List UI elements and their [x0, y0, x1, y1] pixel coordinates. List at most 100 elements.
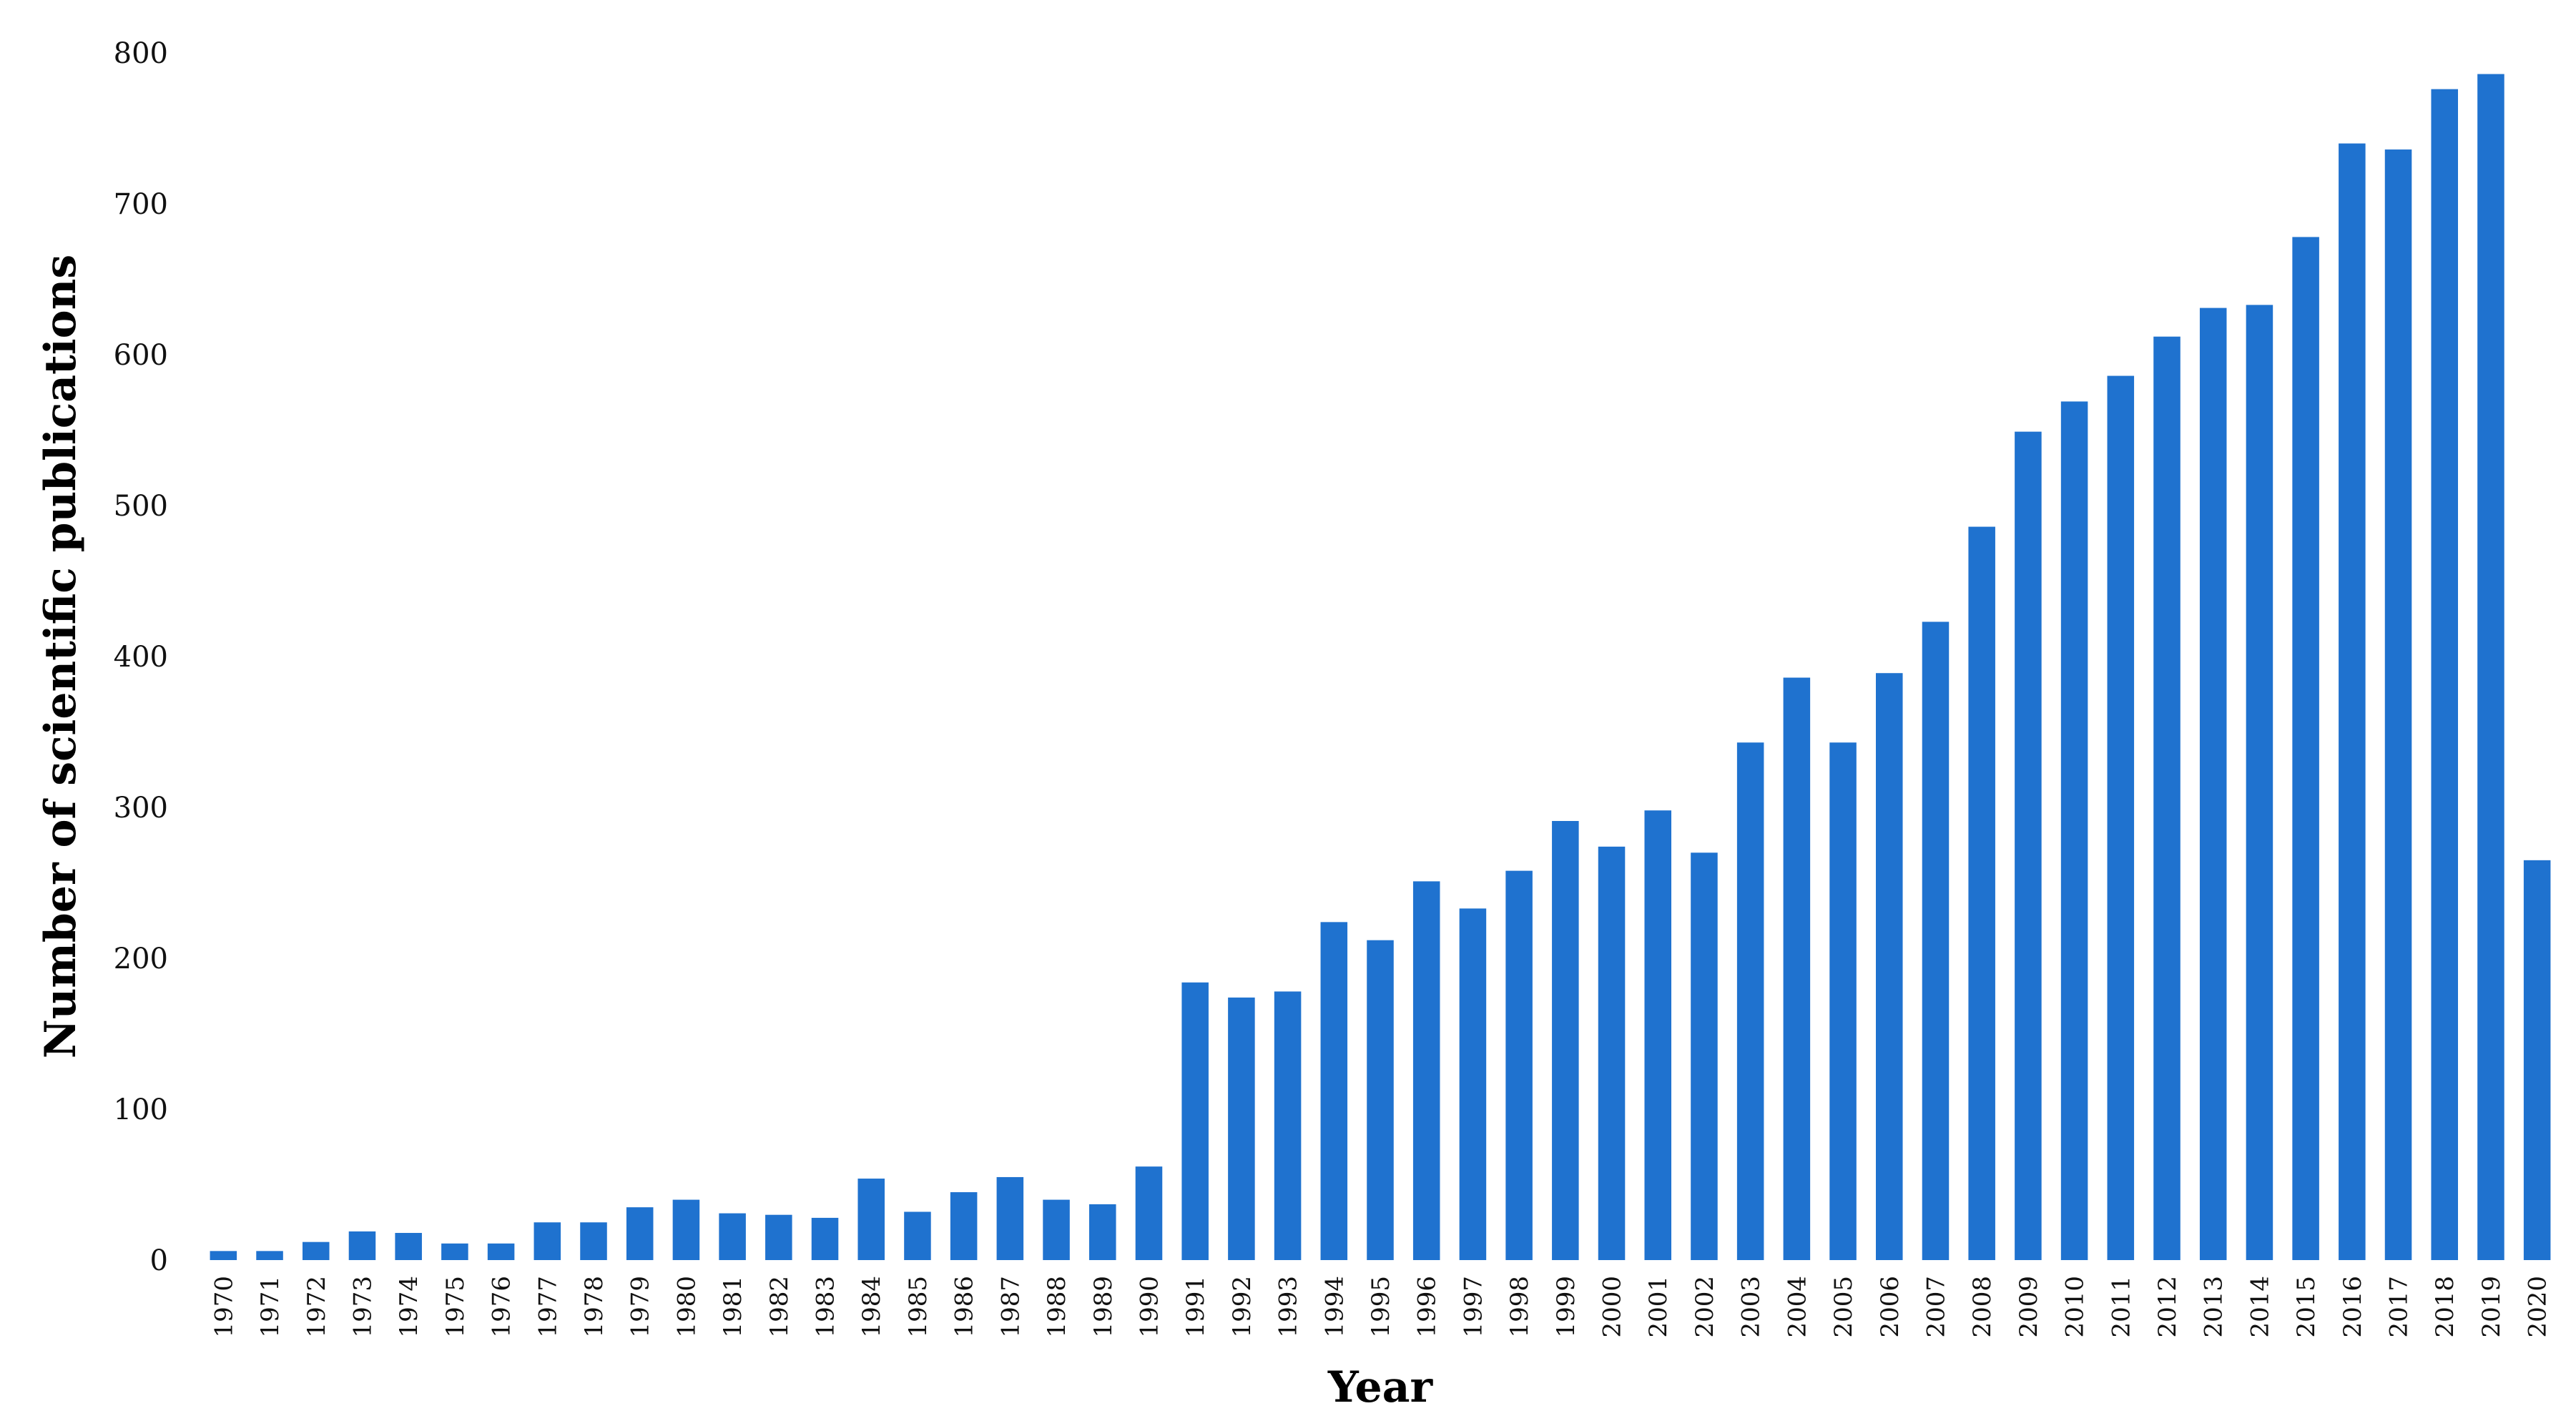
x-tick-label: 1987 — [996, 1276, 1025, 1338]
bar-1976 — [487, 1243, 515, 1260]
x-tick-label: 2007 — [1922, 1276, 1950, 1338]
bar-1992 — [1228, 997, 1255, 1260]
x-tick-label: 2015 — [2292, 1276, 2321, 1338]
x-tick-label: 1972 — [303, 1276, 331, 1338]
bar-1975 — [441, 1243, 468, 1260]
bar-1978 — [580, 1222, 607, 1260]
x-tick-label: 1997 — [1459, 1276, 1488, 1338]
bar-2002 — [1691, 852, 1718, 1260]
bar-1990 — [1135, 1166, 1163, 1260]
bar-1991 — [1181, 982, 1209, 1260]
bar-2012 — [2153, 336, 2181, 1261]
x-tick-label: 1970 — [210, 1276, 238, 1338]
x-tick-label: 1984 — [857, 1276, 886, 1338]
x-tick-label: 2000 — [1598, 1276, 1627, 1338]
bar-2013 — [2199, 308, 2227, 1261]
bar-2001 — [1644, 810, 1671, 1260]
x-tick-label: 2005 — [1829, 1276, 1858, 1338]
y-tick-label: 300 — [114, 792, 168, 825]
x-tick-label: 1986 — [950, 1276, 979, 1338]
x-tick-label: 2012 — [2153, 1276, 2182, 1338]
x-tick-label: 2006 — [1876, 1276, 1904, 1338]
x-tick-label: 2001 — [1644, 1276, 1673, 1338]
x-tick-label: 1991 — [1181, 1276, 1210, 1338]
bar-2004 — [1783, 677, 1811, 1260]
x-tick-label: 2011 — [2107, 1276, 2135, 1338]
x-tick-label: 1990 — [1135, 1276, 1164, 1338]
x-tick-label: 2016 — [2339, 1276, 2367, 1338]
bar-2008 — [1968, 526, 1995, 1260]
bar-2003 — [1736, 742, 1764, 1260]
bar-1982 — [765, 1214, 792, 1260]
x-tick-label: 2002 — [1691, 1276, 1719, 1338]
x-tick-label: 1976 — [488, 1276, 516, 1338]
x-tick-label: 2003 — [1737, 1276, 1766, 1338]
bar-1971 — [256, 1251, 283, 1260]
x-tick-label: 1994 — [1320, 1276, 1349, 1338]
bar-1999 — [1552, 820, 1579, 1260]
x-tick-label: 2010 — [2061, 1276, 2090, 1338]
bar-1972 — [303, 1241, 330, 1260]
bar-1984 — [857, 1179, 885, 1260]
bar-2006 — [1876, 673, 1903, 1260]
x-tick-label: 1989 — [1089, 1276, 1118, 1338]
bar-2009 — [2015, 431, 2042, 1260]
x-tick-label: 1983 — [812, 1276, 840, 1338]
y-tick-label: 400 — [114, 641, 168, 674]
x-tick-label: 1975 — [441, 1276, 470, 1338]
y-tick-label: 800 — [114, 37, 168, 70]
x-tick-label: 1978 — [580, 1276, 609, 1338]
bar-1993 — [1274, 991, 1302, 1260]
x-tick-label: 1979 — [626, 1276, 655, 1338]
x-tick-label: 2014 — [2246, 1276, 2274, 1338]
bars-layer — [210, 74, 2551, 1261]
x-tick-label: 1981 — [719, 1276, 747, 1338]
x-tick-label: 1999 — [1552, 1276, 1580, 1338]
x-tick-label: 1973 — [348, 1276, 377, 1338]
x-tick-label: 1996 — [1413, 1276, 1442, 1338]
x-tick-label: 1971 — [256, 1276, 285, 1338]
x-tick-label: 2008 — [1968, 1276, 1997, 1338]
bar-2015 — [2292, 237, 2319, 1260]
y-tick-label: 200 — [114, 943, 168, 975]
bar-2005 — [1829, 742, 1857, 1260]
x-tick-label: 2018 — [2431, 1276, 2459, 1338]
x-tick-label: 2004 — [1783, 1276, 1811, 1338]
x-tick-label: 1988 — [1043, 1276, 1071, 1338]
y-tick-label: 500 — [114, 490, 168, 523]
bar-2016 — [2339, 143, 2366, 1261]
bar-1979 — [626, 1207, 654, 1260]
x-tick-label: 1974 — [395, 1276, 423, 1338]
y-axis-title: Number of scientific publications — [36, 255, 86, 1058]
bar-2019 — [2477, 74, 2504, 1260]
bar-2014 — [2246, 305, 2273, 1260]
bar-1987 — [996, 1176, 1024, 1260]
x-tick-label: 1998 — [1505, 1276, 1534, 1338]
y-tick-label: 0 — [150, 1244, 168, 1277]
bar-1988 — [1043, 1199, 1070, 1260]
bar-1986 — [950, 1192, 978, 1260]
x-tick-label: 2017 — [2385, 1276, 2414, 1338]
bar-2011 — [2107, 375, 2135, 1260]
bar-1980 — [672, 1199, 700, 1260]
y-axis-ticks: 0 100 200 300 400 500 600 700 800 — [114, 37, 168, 1277]
x-axis-title: Year — [1327, 1362, 1434, 1412]
bar-1994 — [1320, 922, 1348, 1260]
bar-1981 — [719, 1213, 746, 1260]
bar-2018 — [2431, 89, 2458, 1260]
bar-1989 — [1089, 1204, 1116, 1260]
x-tick-label: 2019 — [2477, 1276, 2506, 1338]
y-tick-label: 700 — [114, 188, 168, 221]
bar-1977 — [534, 1222, 561, 1260]
bar-1997 — [1459, 908, 1487, 1260]
x-tick-label: 2013 — [2200, 1276, 2228, 1338]
bar-1973 — [348, 1231, 376, 1260]
bar-1998 — [1505, 870, 1533, 1260]
x-tick-label: 2009 — [2015, 1276, 2043, 1338]
bar-2017 — [2384, 149, 2412, 1260]
x-tick-label: 1985 — [904, 1276, 933, 1338]
bar-2020 — [2523, 860, 2551, 1260]
bar-1995 — [1367, 940, 1394, 1260]
y-tick-label: 100 — [114, 1093, 168, 1126]
